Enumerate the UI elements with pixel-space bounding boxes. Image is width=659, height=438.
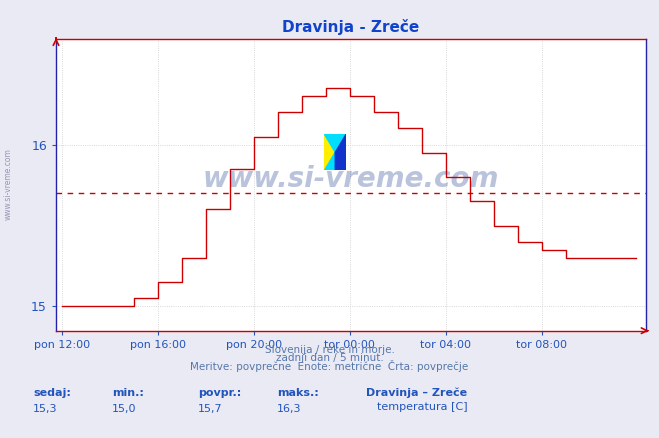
Text: 15,3: 15,3 (33, 404, 57, 414)
Text: Slovenija / reke in morje.: Slovenija / reke in morje. (264, 345, 395, 355)
Text: 16,3: 16,3 (277, 404, 301, 414)
Text: www.si-vreme.com: www.si-vreme.com (3, 148, 13, 220)
Text: 15,7: 15,7 (198, 404, 222, 414)
Polygon shape (324, 134, 346, 152)
Text: temperatura [C]: temperatura [C] (377, 403, 468, 413)
Text: Dravinja – Zreče: Dravinja – Zreče (366, 388, 467, 399)
Polygon shape (324, 152, 335, 170)
Text: Meritve: povprečne  Enote: metrične  Črta: povprečje: Meritve: povprečne Enote: metrične Črta:… (190, 360, 469, 372)
Text: sedaj:: sedaj: (33, 389, 71, 399)
Text: zadnji dan / 5 minut.: zadnji dan / 5 minut. (275, 353, 384, 364)
Text: 15,0: 15,0 (112, 404, 136, 414)
Text: maks.:: maks.: (277, 389, 318, 399)
Text: povpr.:: povpr.: (198, 389, 241, 399)
Polygon shape (335, 134, 346, 170)
Title: Dravinja - Zreče: Dravinja - Zreče (282, 19, 420, 35)
Text: www.si-vreme.com: www.si-vreme.com (203, 165, 499, 193)
Polygon shape (324, 134, 335, 170)
Text: min.:: min.: (112, 389, 144, 399)
